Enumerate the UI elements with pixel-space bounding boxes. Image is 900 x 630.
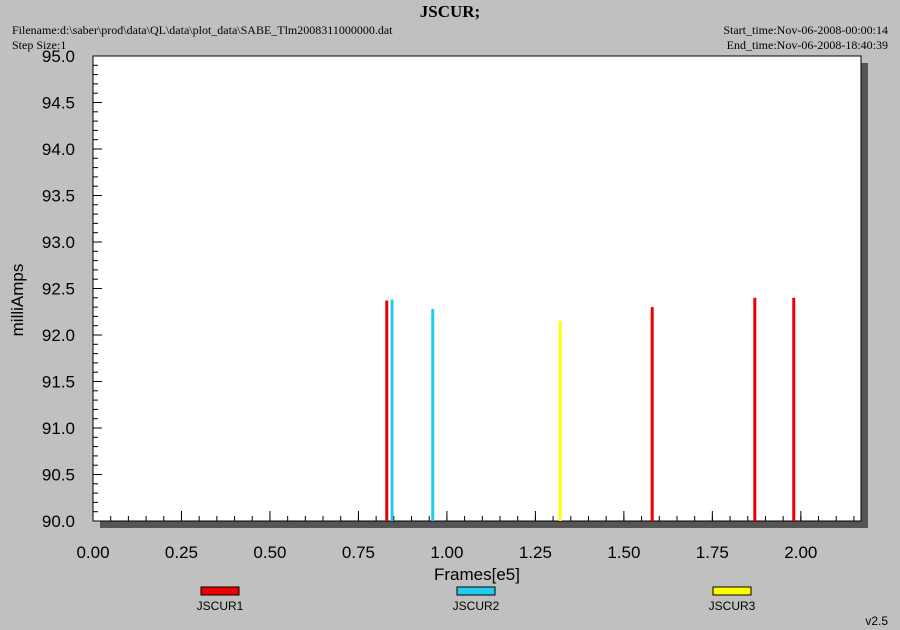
- bar-jscur1: [753, 297, 757, 521]
- legend-label-jscur1: JSCUR1: [197, 599, 244, 613]
- bar-jscur1: [650, 307, 654, 521]
- y-axis-title: milliAmps: [8, 264, 27, 337]
- bar-jscur2: [431, 308, 435, 521]
- y-tick-label: 93.5: [42, 187, 75, 206]
- bar-jscur2: [390, 299, 394, 521]
- x-tick-label: 0.50: [253, 543, 286, 562]
- y-tick-label: 90.0: [42, 512, 75, 531]
- end-time-label: End_time:Nov-06-2008-18:40:39: [726, 38, 888, 52]
- y-tick-label: 90.5: [42, 466, 75, 485]
- bar-jscur1: [385, 300, 389, 521]
- filename-label: Filename:d:\saber\prod\data\QL\data\plot…: [12, 23, 393, 37]
- chart-title: JSCUR;: [419, 2, 481, 21]
- plot-frame: [92, 55, 862, 522]
- data-bars: [385, 297, 796, 521]
- x-tick-label: 1.75: [696, 543, 729, 562]
- y-tick-label: 91.5: [42, 373, 75, 392]
- legend-swatch-jscur1: [200, 586, 240, 596]
- y-tick-label: 92.5: [42, 280, 75, 299]
- x-tick-label: 1.50: [607, 543, 640, 562]
- bar-jscur3: [558, 321, 562, 521]
- legend-label-jscur3: JSCUR3: [709, 599, 756, 613]
- y-tick-label: 92.0: [42, 326, 75, 345]
- x-tick-label: 2.00: [784, 543, 817, 562]
- legend-label-jscur2: JSCUR2: [453, 599, 500, 613]
- x-axis-title: Frames[e5]: [434, 565, 520, 584]
- version-label: v2.5: [865, 614, 888, 628]
- start-time-label: Start_time:Nov-06-2008-00:00:14: [723, 23, 888, 37]
- legend-swatch-jscur2: [456, 586, 496, 596]
- y-tick-label: 91.0: [42, 419, 75, 438]
- axes: 90.0 90.5 91.0 91.5 92.0 92.5 93.0 93.5 94.0 94.5…: [42, 47, 855, 562]
- x-tick-label: 1.25: [519, 543, 552, 562]
- legend-swatch-jscur3: [712, 586, 752, 596]
- x-tick-label: 1.00: [430, 543, 463, 562]
- step-size-label: Step Size:1: [12, 38, 67, 52]
- x-tick-label: 0.75: [342, 543, 375, 562]
- y-tick-label: 95.0: [42, 47, 75, 66]
- x-tick-label: 0.00: [76, 543, 109, 562]
- y-tick-label: 94.5: [42, 94, 75, 113]
- y-tick-label: 93.0: [42, 233, 75, 252]
- y-tick-label: 94.0: [42, 140, 75, 159]
- legend: JSCUR1 JSCUR2 JSCUR3: [197, 586, 756, 613]
- x-tick-label: 0.25: [165, 543, 198, 562]
- bar-jscur1: [792, 297, 796, 521]
